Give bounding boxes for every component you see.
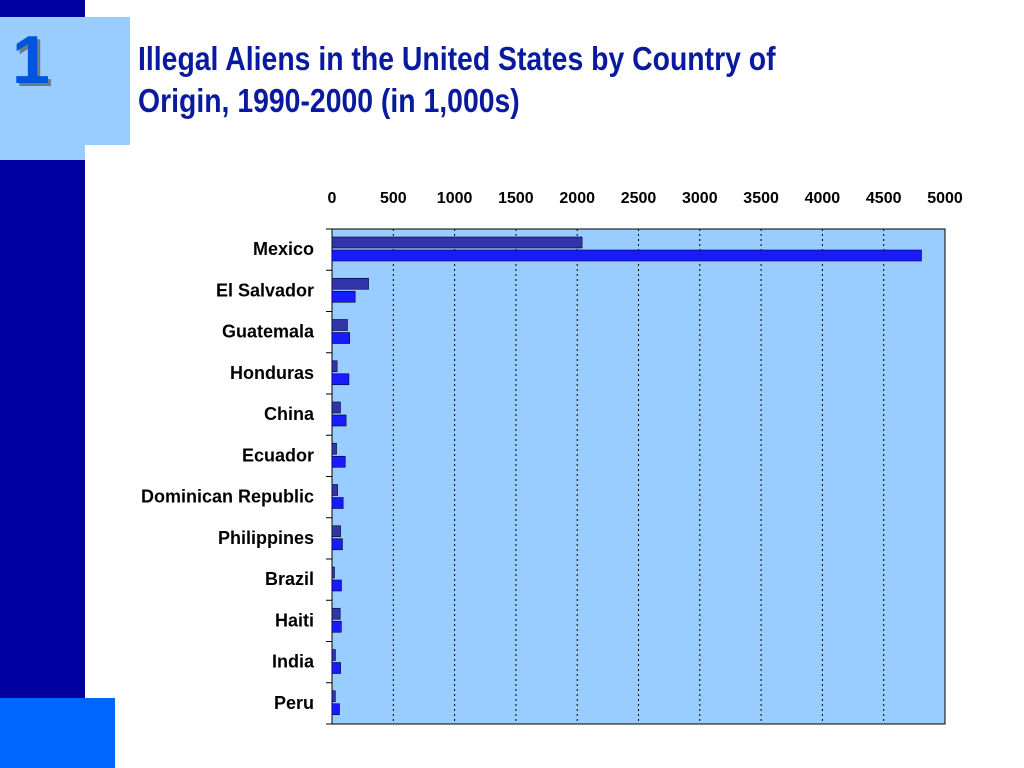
bar-series-1 [331, 277, 369, 290]
plot-area-group: 0 500 1000 1500 2000 2500 3000 3500 4000 4500 5000… [141, 190, 963, 725]
bar-series-2 [331, 414, 347, 427]
bar-series-2 [331, 455, 346, 468]
x-tick-label: 3000 [682, 190, 718, 207]
bar-series-2 [331, 662, 341, 674]
bar-series-2 [331, 497, 344, 509]
x-tick-label: 4000 [805, 190, 841, 207]
category-label: Philippines [218, 528, 314, 548]
slide-number: 1 [12, 22, 50, 98]
slide-title: Illegal Aliens in the United States by C… [138, 40, 776, 119]
category-label: Ecuador [242, 445, 314, 465]
bar-series-1 [331, 690, 336, 703]
bar-series-1 [331, 525, 341, 538]
x-tick-label: 3500 [743, 190, 779, 207]
bar-series-1 [331, 566, 335, 579]
bar-series-2 [331, 579, 342, 592]
x-tick-label: 1000 [437, 190, 473, 207]
category-label: Honduras [230, 363, 314, 383]
bar-series-2 [331, 290, 356, 303]
bar-series-2 [331, 332, 350, 344]
category-label: El Salvador [216, 280, 314, 300]
category-label: India [272, 652, 315, 672]
bar-series-1 [331, 607, 341, 620]
bottom-left-accent-block [0, 698, 115, 768]
category-label: Brazil [265, 569, 314, 589]
category-label: Peru [274, 693, 314, 713]
bar-series-1 [331, 360, 338, 373]
x-tick-label: 0 [328, 190, 337, 207]
bar-series-1 [331, 401, 341, 414]
bar-series-1 [331, 236, 583, 249]
bar-series-1 [331, 484, 338, 496]
category-label: Guatemala [222, 322, 315, 342]
category-label: Dominican Republic [141, 487, 314, 507]
bar-series-2 [331, 373, 350, 386]
slide-number-box [0, 17, 130, 145]
category-label: China [264, 404, 315, 424]
x-tick-label: 500 [380, 190, 407, 207]
bar-series-2 [331, 538, 343, 551]
bar-series-2 [331, 620, 342, 633]
x-tick-label: 2000 [559, 190, 595, 207]
x-tick-label: 4500 [866, 190, 902, 207]
bar-series-1 [331, 649, 336, 661]
bar-series-1 [331, 319, 348, 331]
bar-series-2 [331, 249, 922, 262]
category-label: Haiti [275, 610, 314, 630]
bar-series-1 [331, 442, 337, 455]
x-tick-label: 2500 [621, 190, 657, 207]
x-tick-label: 5000 [927, 190, 963, 207]
category-label: Mexico [253, 239, 314, 259]
slide-number-box-strip [0, 145, 85, 160]
x-tick-label: 1500 [498, 190, 534, 207]
bar-series-2 [331, 703, 340, 716]
